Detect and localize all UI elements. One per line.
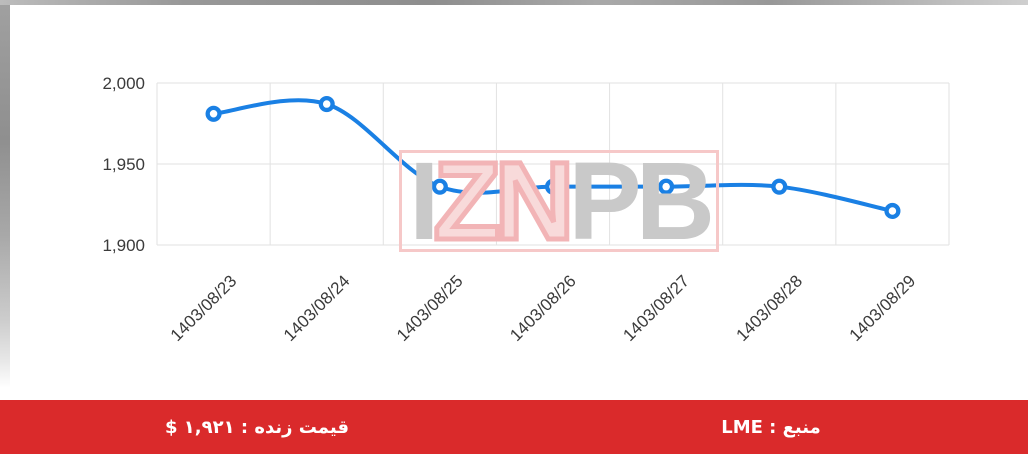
x-tick-label: 1403/08/26 [506, 271, 580, 345]
data-point-marker [318, 96, 335, 113]
data-point-marker [771, 178, 788, 195]
source-label: منبع : LME [721, 416, 821, 438]
x-tick-label: 1403/08/24 [280, 271, 354, 345]
y-tick-label: 2,000 [102, 74, 145, 93]
x-tick-label: 1403/08/28 [733, 271, 807, 345]
data-point-marker [884, 202, 901, 220]
data-point-marker [431, 178, 448, 195]
line-chart-svg: 2,000 1,950 1,900 1403/08/23 1403/08/24 1403/… [102, 74, 950, 345]
data-point-marker [544, 178, 562, 195]
footer-live-price-section: قیمت زنده : ۱,۹۲۱ $ [0, 417, 514, 438]
x-tick-label: 1403/08/29 [846, 271, 920, 345]
x-tick-label: 1403/08/25 [393, 271, 467, 345]
y-tick-label: 1,950 [102, 155, 145, 174]
live-price-label: قیمت زنده : ۱,۹۲۱ $ [165, 416, 349, 438]
y-tick-label: 1,900 [102, 236, 145, 255]
data-point-marker [205, 105, 222, 122]
footer-source-section: منبع : LME [514, 417, 1028, 438]
data-point-marker [658, 178, 675, 195]
x-tick-label: 1403/08/23 [167, 271, 241, 345]
x-tick-label: 1403/08/27 [619, 271, 693, 345]
footer-bar: منبع : LME قیمت زنده : ۱,۹۲۱ $ [0, 400, 1028, 454]
top-edge-shadow [0, 0, 1028, 5]
price-chart: 2,000 1,950 1,900 1403/08/23 1403/08/24 1403/… [102, 74, 950, 345]
left-edge-shadow [0, 5, 10, 388]
